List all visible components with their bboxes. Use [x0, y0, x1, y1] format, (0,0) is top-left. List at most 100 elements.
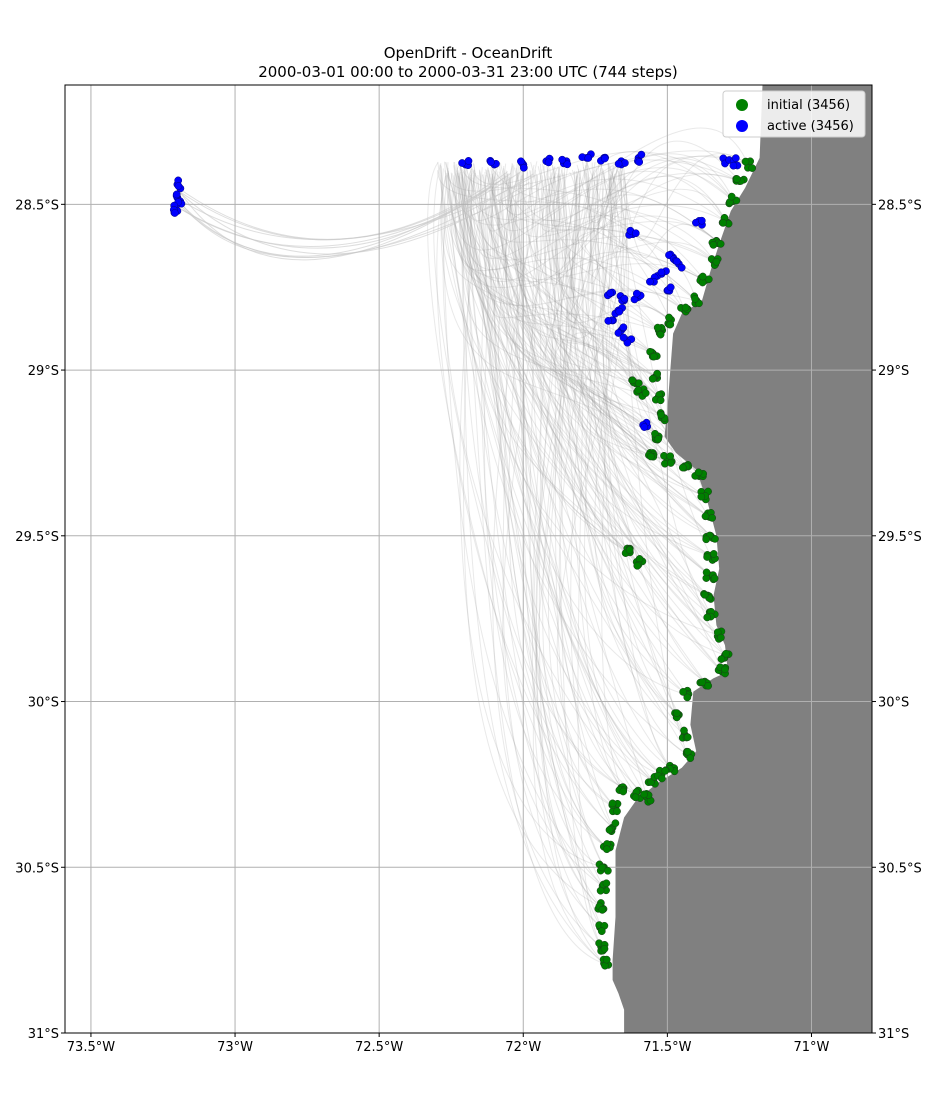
trajectory-line: [553, 155, 749, 276]
initial-particle: [698, 678, 707, 687]
active-particle: [635, 158, 644, 166]
trajectory-line: [508, 167, 616, 809]
active-particle: [558, 155, 567, 164]
trajectory-line: [612, 164, 686, 311]
initial-particle: [654, 434, 663, 443]
trajectory-line: [462, 171, 654, 354]
initial-particle: [597, 927, 606, 936]
trajectory-line: [600, 164, 688, 756]
initial-particle: [653, 323, 662, 332]
active-particle: [621, 159, 629, 167]
trajectory-line: [537, 166, 685, 311]
initial-particle: [640, 790, 648, 799]
initial-particle: [631, 793, 640, 802]
trajectory-line: [594, 156, 749, 227]
trajectory-line: [447, 170, 723, 673]
initial-particle: [633, 561, 642, 570]
trajectory-line: [504, 153, 735, 215]
trajectory-line: [443, 175, 660, 397]
trajectory-line: [483, 177, 608, 848]
trajectory-line: [527, 171, 723, 672]
trajectory-line: [459, 166, 605, 868]
trajectory-line: [505, 170, 605, 868]
active-particle: [623, 338, 632, 347]
trajectory-line: [607, 161, 735, 250]
legend-label-initial: initial (3456): [767, 98, 850, 113]
trajectory-line: [463, 167, 660, 397]
trajectory-line: [461, 169, 605, 868]
y-tick-label-left: 30.5°S: [15, 861, 59, 876]
trajectory-line: [177, 177, 505, 249]
y-tick-label-right: 28.5°S: [878, 198, 922, 213]
trajectory-line: [547, 166, 651, 454]
trajectory-line: [580, 175, 668, 461]
trajectory-line: [433, 164, 605, 888]
trajectory-line: [505, 172, 705, 497]
initial-particle: [648, 374, 657, 383]
initial-particle: [602, 845, 611, 854]
trajectory-line: [504, 172, 642, 394]
trajectory-line: [507, 164, 711, 557]
trajectory-line: [499, 171, 602, 928]
trajectory-line: [542, 163, 622, 848]
initial-particle: [604, 866, 612, 875]
trajectory-line: [499, 162, 717, 242]
active-particle: [563, 160, 572, 169]
initial-particle: [697, 492, 706, 501]
initial-particle: [703, 553, 711, 561]
trajectory-line: [470, 151, 735, 202]
trajectory-line: [479, 170, 654, 782]
initial-particle: [717, 655, 726, 663]
initial-particle: [708, 514, 717, 522]
trajectory-line: [454, 162, 714, 262]
trajectory-line: [484, 171, 654, 782]
trajectory-line: [529, 170, 605, 964]
trajectory-line: [553, 166, 705, 497]
initial-particle: [665, 313, 673, 322]
trajectory-line: [549, 168, 622, 788]
x-tick-label: 71°W: [794, 1040, 830, 1055]
trajectory-line: [470, 170, 740, 260]
trajectory-line: [463, 164, 602, 908]
trajectory-line: [486, 169, 613, 828]
trajectory-line: [550, 173, 706, 281]
active-particle: [631, 229, 640, 238]
trajectory-line: [530, 170, 723, 673]
active-particle: [458, 159, 466, 167]
trajectory-line: [460, 176, 660, 437]
trajectory-line: [481, 174, 614, 828]
trajectory-line: [491, 173, 726, 656]
trajectory-line: [561, 157, 740, 246]
trajectory-line: [177, 181, 498, 257]
trajectory-line: [553, 176, 657, 378]
trajectory-line: [452, 175, 726, 271]
plot-layer: [65, 85, 872, 1033]
trajectory-line: [515, 163, 706, 683]
active-particle: [517, 157, 525, 166]
initial-particle: [717, 633, 725, 642]
trajectory-line: [479, 172, 740, 287]
trajectory-line: [519, 165, 605, 888]
trajectory-line: [603, 173, 711, 537]
initial-particle: [709, 550, 718, 558]
trajectory-line: [464, 170, 680, 716]
trajectory-line: [437, 161, 637, 795]
trajectory-line: [437, 170, 714, 261]
trajectory-line: [568, 171, 711, 537]
trajectory-line: [493, 176, 648, 798]
trajectory-line: [531, 161, 662, 775]
initial-particle: [679, 688, 687, 696]
figure-title: OpenDrift - OceanDrift: [384, 44, 553, 62]
active-particle: [637, 150, 646, 159]
trajectory-line: [601, 162, 622, 788]
trajectory-line: [460, 168, 602, 928]
initial-particle: [647, 452, 655, 461]
trajectory-line: [503, 175, 686, 467]
initial-particle: [656, 330, 665, 339]
trajectory-line: [497, 165, 639, 563]
trajectory-line: [450, 162, 648, 798]
trajectory-line: [581, 169, 671, 769]
trajectory-line: [489, 166, 631, 553]
initial-particle: [700, 590, 709, 599]
trajectory-line: [444, 167, 735, 251]
